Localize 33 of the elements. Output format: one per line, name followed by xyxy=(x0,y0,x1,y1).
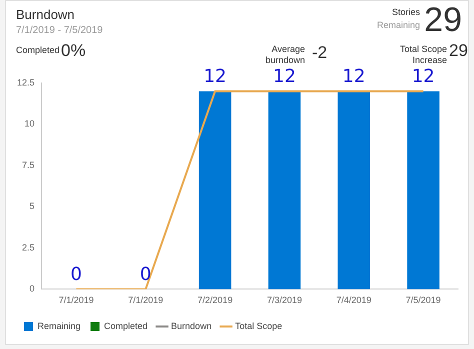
y-tick-label: 5 xyxy=(30,201,35,212)
text: Remaining xyxy=(376,20,420,30)
text: Average burndown xyxy=(264,44,305,66)
text: 29 xyxy=(449,41,468,61)
legend-label: Remaining xyxy=(38,320,81,331)
text: Stories xyxy=(392,7,420,17)
y-tick-label: 7.5 xyxy=(22,160,35,170)
chart-subtitle: 7/1/2019 - 7/5/2019 xyxy=(16,25,103,36)
text: 29 xyxy=(424,1,462,40)
data-label: 0 xyxy=(140,264,152,285)
x-tick-label: 7/1/2019 xyxy=(58,295,94,306)
legend-label: Burndown xyxy=(171,320,212,331)
y-tick-label: 10 xyxy=(24,118,35,129)
x-tick-label: 7/1/2019 xyxy=(128,295,164,306)
legend-label: Completed xyxy=(104,320,148,331)
y-tick-label: 0 xyxy=(30,284,35,294)
data-label: 12 xyxy=(204,66,227,87)
y-tick-label: 12.5 xyxy=(16,77,35,88)
data-label: 0 xyxy=(70,264,82,285)
x-tick-label: 7/3/2019 xyxy=(266,295,302,306)
x-tick-label: 7/2/2019 xyxy=(198,295,233,306)
text: -2 xyxy=(312,43,328,63)
text: Total Scope Increase xyxy=(398,44,447,66)
legend-label: Total Scope xyxy=(235,320,282,331)
data-label: 12 xyxy=(342,66,366,87)
y-tick-label: 2.5 xyxy=(22,242,35,252)
x-tick-label: 7/5/2019 xyxy=(406,295,441,306)
text: Completed xyxy=(16,45,60,55)
x-tick-label: 7/4/2019 xyxy=(336,295,372,306)
data-label: 12 xyxy=(412,66,435,87)
chart-title: Burndown xyxy=(16,7,75,22)
data-label: 12 xyxy=(273,66,296,87)
text: 0% xyxy=(61,41,86,61)
